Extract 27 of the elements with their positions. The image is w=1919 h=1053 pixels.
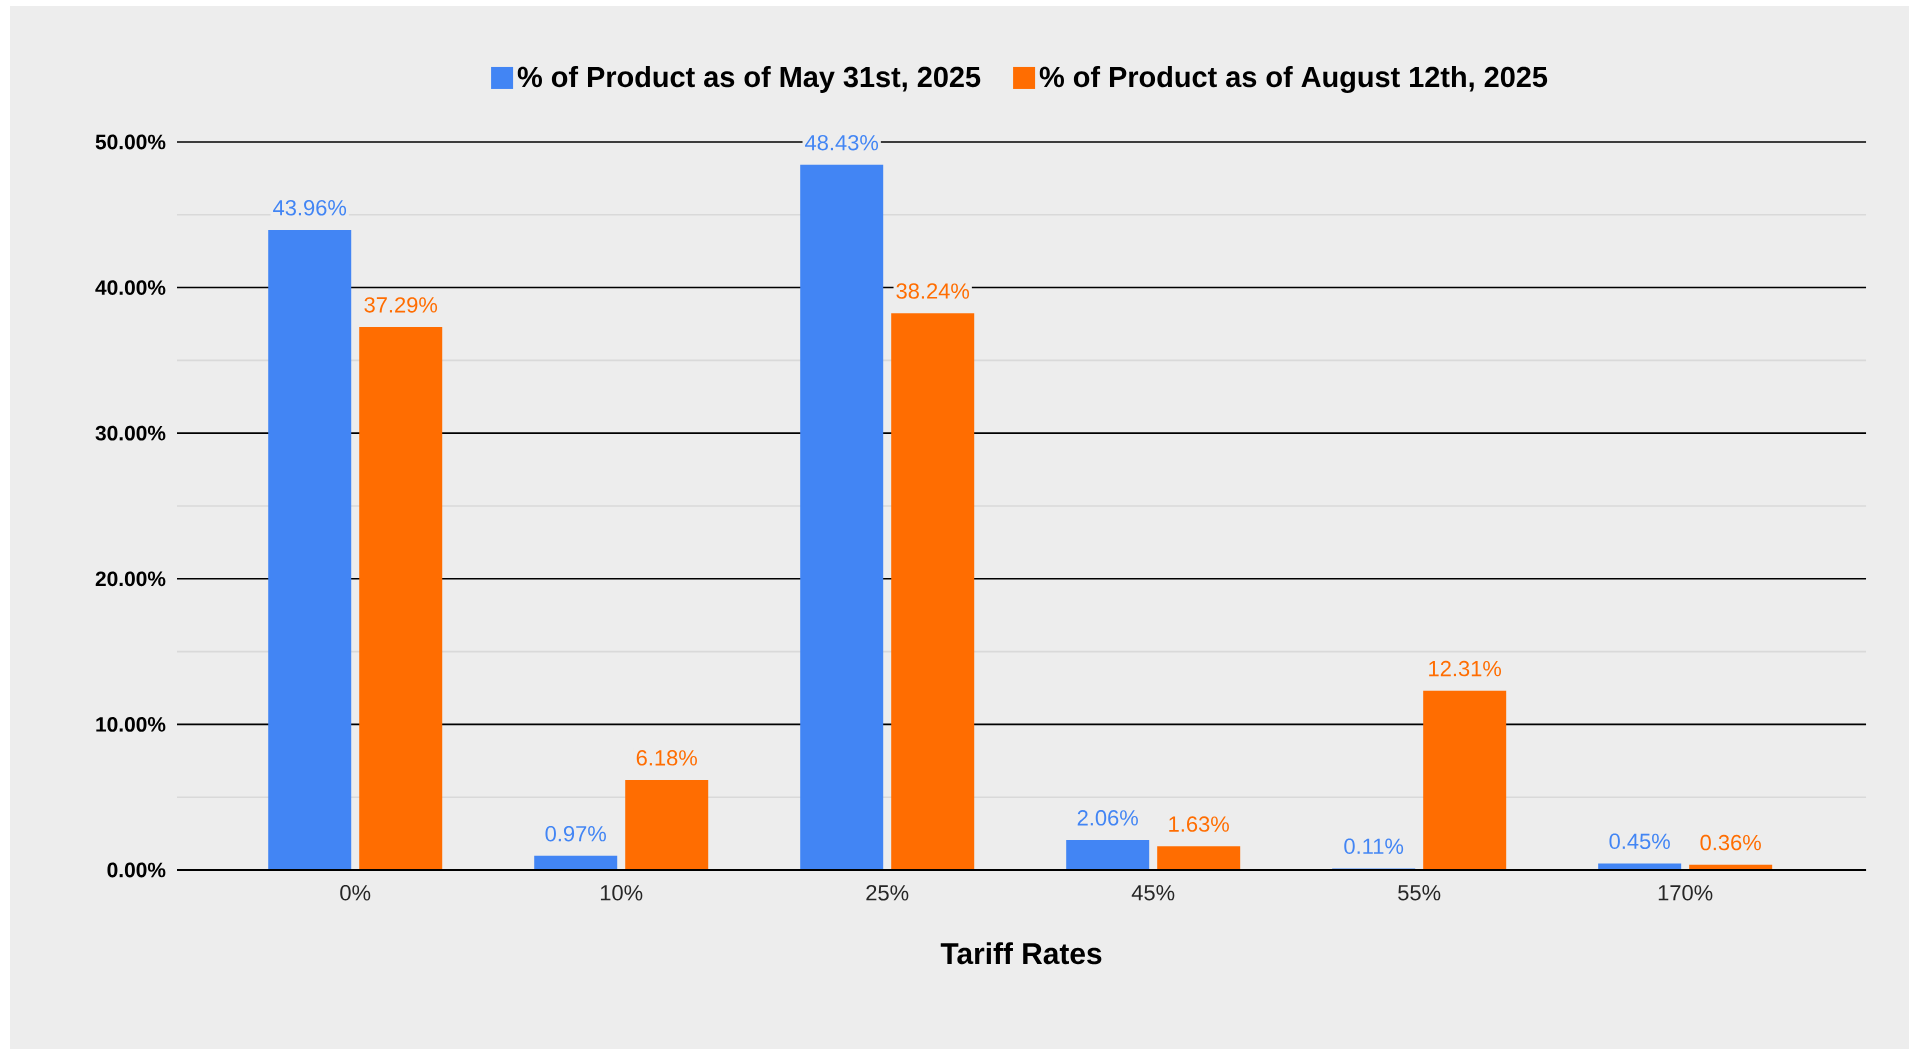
data-label: 48.43% [805, 134, 879, 151]
data-label: 43.96% [273, 200, 347, 216]
y-tick-label: 10.00% [96, 716, 166, 732]
data-label: 0.97% [545, 825, 606, 842]
x-axis-title: Tariff Rates [940, 942, 1102, 965]
legend-label: % of Product as of August 12th, 2025 [1039, 66, 1548, 94]
x-tick-label: 25% [866, 885, 909, 901]
y-tick-label: 0.00% [107, 862, 166, 878]
data-label: 38.24% [896, 283, 970, 299]
data-label: 0.11% [1344, 838, 1404, 854]
data-label: 6.18% [636, 750, 697, 766]
data-label: 12.31% [1429, 660, 1502, 677]
x-tick-label: 0% [340, 885, 371, 901]
data-label: 0.45% [1609, 833, 1670, 850]
y-tick-label: 40.00% [95, 280, 166, 295]
y-tick-label: 30.00% [95, 425, 166, 441]
legend-label: % of Product as of May 31st, 2025 [517, 66, 981, 93]
x-tick-label: 10% [600, 885, 643, 901]
data-label: 0.36% [1700, 834, 1761, 851]
x-tick-label: 45% [1131, 885, 1175, 901]
x-tick-label: 170% [1658, 885, 1713, 901]
y-tick-label: 20.00% [95, 571, 166, 587]
y-tick-label: 50.00% [95, 134, 166, 150]
x-tick-label: 55% [1398, 885, 1441, 901]
data-label: 37.29% [364, 297, 438, 313]
data-label: 2.06% [1077, 810, 1138, 826]
data-label: 1.63% [1169, 816, 1229, 832]
